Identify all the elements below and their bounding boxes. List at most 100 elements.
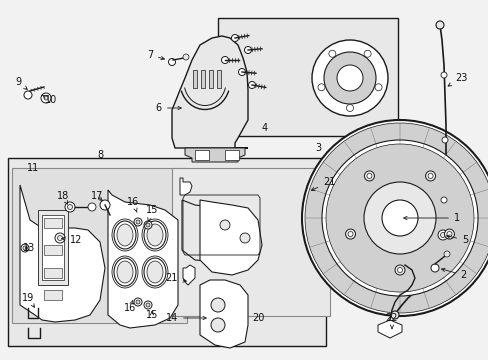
Bar xyxy=(38,210,68,285)
Circle shape xyxy=(248,81,255,89)
Circle shape xyxy=(443,251,449,257)
Circle shape xyxy=(136,220,140,224)
Circle shape xyxy=(240,233,249,243)
Text: 21: 21 xyxy=(311,177,335,190)
Circle shape xyxy=(100,200,110,210)
Circle shape xyxy=(305,123,488,313)
Circle shape xyxy=(345,229,355,239)
Text: 3: 3 xyxy=(314,143,321,153)
Circle shape xyxy=(440,72,446,78)
Circle shape xyxy=(231,35,238,41)
Circle shape xyxy=(325,144,473,292)
Text: 20: 20 xyxy=(251,313,264,323)
Bar xyxy=(42,215,64,280)
Polygon shape xyxy=(184,148,244,162)
Circle shape xyxy=(302,120,488,316)
Text: 16: 16 xyxy=(126,197,139,212)
Circle shape xyxy=(425,171,435,181)
Circle shape xyxy=(210,298,224,312)
Circle shape xyxy=(444,229,453,239)
Circle shape xyxy=(55,233,65,243)
Bar xyxy=(44,218,62,228)
Circle shape xyxy=(324,52,375,104)
Circle shape xyxy=(435,21,443,29)
Circle shape xyxy=(336,65,362,91)
Circle shape xyxy=(364,50,370,57)
Text: 23: 23 xyxy=(447,73,467,86)
Ellipse shape xyxy=(117,224,133,246)
Circle shape xyxy=(328,50,335,57)
Text: 9: 9 xyxy=(15,77,27,89)
Bar xyxy=(44,268,62,278)
Circle shape xyxy=(397,267,402,273)
Circle shape xyxy=(374,84,381,91)
Circle shape xyxy=(346,104,353,112)
Text: 21: 21 xyxy=(165,273,186,283)
Text: 8: 8 xyxy=(97,150,103,160)
Circle shape xyxy=(440,233,445,238)
Circle shape xyxy=(430,264,438,272)
Circle shape xyxy=(317,84,325,91)
Bar xyxy=(224,150,239,160)
Circle shape xyxy=(440,197,446,203)
Polygon shape xyxy=(183,265,195,285)
Text: 19: 19 xyxy=(22,293,34,307)
Circle shape xyxy=(210,318,224,332)
Circle shape xyxy=(394,265,404,275)
Circle shape xyxy=(220,220,229,230)
Circle shape xyxy=(364,171,374,181)
Text: 22: 22 xyxy=(385,313,397,329)
Circle shape xyxy=(143,301,152,309)
Text: 2: 2 xyxy=(441,268,465,280)
Text: 18: 18 xyxy=(57,191,69,204)
Circle shape xyxy=(23,246,27,250)
Ellipse shape xyxy=(117,261,133,283)
Circle shape xyxy=(427,174,432,179)
Bar xyxy=(8,158,325,346)
Text: 15: 15 xyxy=(145,310,158,320)
Ellipse shape xyxy=(143,221,165,249)
Circle shape xyxy=(381,200,417,236)
Ellipse shape xyxy=(114,258,136,286)
Circle shape xyxy=(363,182,435,254)
Bar xyxy=(193,70,197,88)
Text: 12: 12 xyxy=(61,235,82,245)
Circle shape xyxy=(21,244,29,252)
Text: 1: 1 xyxy=(403,213,459,223)
Bar xyxy=(44,290,62,300)
Polygon shape xyxy=(172,36,247,148)
Circle shape xyxy=(221,57,228,63)
Circle shape xyxy=(143,221,152,229)
Polygon shape xyxy=(200,200,262,275)
Bar xyxy=(201,70,204,88)
Circle shape xyxy=(366,174,371,179)
Text: 6: 6 xyxy=(156,103,181,113)
Circle shape xyxy=(321,140,477,296)
Circle shape xyxy=(58,235,62,240)
Text: 14: 14 xyxy=(165,313,206,323)
Bar xyxy=(217,70,221,88)
Ellipse shape xyxy=(114,221,136,249)
Circle shape xyxy=(446,231,451,237)
Circle shape xyxy=(390,311,398,319)
Text: 5: 5 xyxy=(446,235,468,245)
Polygon shape xyxy=(20,185,105,322)
Circle shape xyxy=(183,54,189,60)
Polygon shape xyxy=(180,178,192,195)
Text: 17: 17 xyxy=(91,191,103,201)
Circle shape xyxy=(347,231,352,237)
Text: 15: 15 xyxy=(145,205,158,221)
Text: 13: 13 xyxy=(23,243,35,253)
Circle shape xyxy=(146,303,150,307)
Polygon shape xyxy=(108,190,178,328)
Ellipse shape xyxy=(143,258,165,286)
Circle shape xyxy=(65,202,75,212)
Text: 7: 7 xyxy=(146,50,164,60)
Circle shape xyxy=(88,203,96,211)
Ellipse shape xyxy=(147,261,163,283)
Text: 16: 16 xyxy=(123,300,136,313)
Circle shape xyxy=(67,204,72,210)
Circle shape xyxy=(168,58,175,66)
Circle shape xyxy=(244,46,251,54)
Ellipse shape xyxy=(147,224,163,246)
